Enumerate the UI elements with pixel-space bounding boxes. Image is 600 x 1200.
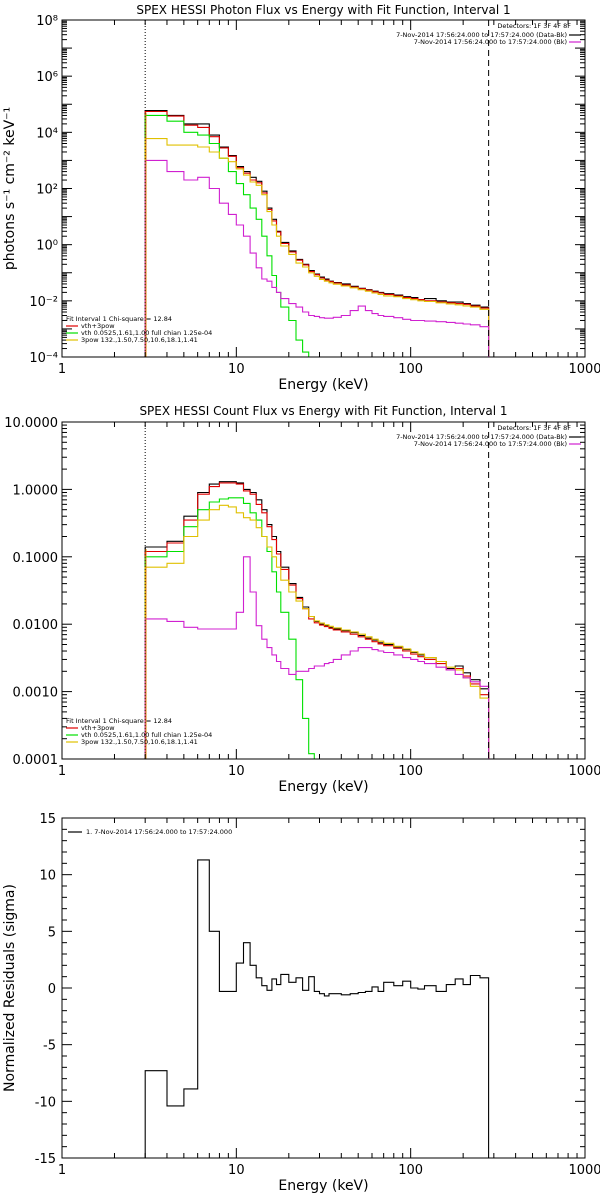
panel-1: SPEX HESSI Photon Flux vs Energy with Fi… (2, 3, 600, 393)
legend-entry-text: 7-Nov-2014 17:56:24.000 to 17:57:24.000 … (414, 440, 567, 448)
y-tick-label: -5 (43, 1039, 56, 1054)
y-tick-label: 15 (39, 812, 56, 827)
x-axis-label: Energy (keV) (278, 1178, 368, 1194)
legend-text: 1. 7-Nov-2014 17:56:24.000 to 17:57:24.0… (86, 828, 232, 836)
y-tick-label: 10⁰ (36, 239, 58, 254)
series-black (144, 481, 490, 759)
y-tick-label: -15 (35, 1152, 56, 1167)
x-tick-label: 1 (58, 1163, 66, 1178)
x-tick-label: 1000 (568, 362, 600, 377)
panel-3: 1 10 100 1000 Energy (keV) -15 -10 -5 0 5 10 15 Norm… (2, 812, 600, 1194)
y-tick-label: 10⁻² (29, 295, 58, 310)
x-tick-label: 1 (58, 362, 66, 377)
x-tick-label: 1000 (568, 764, 600, 779)
series-green (144, 497, 489, 759)
y-tick-label: 0 (48, 982, 56, 997)
legend-fit-text: vth 0.0525,1.61,1.00 full chian 1.25e-04 (81, 329, 212, 337)
legend-fit-text: 3pow 132.,1.50,7.50,10.6,18.1,1.41 (81, 738, 198, 746)
y-tick-label: 10⁴ (36, 126, 58, 141)
plot-frame (61, 421, 586, 760)
legend-detectors: Detectors: 1F 3F 4F 8F (497, 424, 571, 432)
y-tick-label: 0.0001 (13, 753, 59, 768)
x-tick-label: 1000 (568, 1163, 600, 1178)
x-axis-label: Energy (keV) (278, 377, 368, 393)
y-tick-label: -10 (35, 1095, 56, 1110)
legend-fit-header: Fit Interval 1 Chi-square = 12.84 (66, 315, 172, 323)
series-yellow (144, 504, 490, 759)
y-tick-label: 10⁶ (36, 70, 58, 85)
legend-entry-text: 7-Nov-2014 17:56:24.000 to 17:57:24.000 … (396, 433, 567, 441)
x-tick-label: 10 (228, 362, 245, 377)
x-axis-label: Energy (keV) (278, 779, 368, 795)
legend-entry-text: 7-Nov-2014 17:56:24.000 to 17:57:24.000 … (396, 31, 567, 39)
series-group (144, 859, 490, 1158)
y-tick-label: 10 (39, 869, 56, 884)
y-tick-label: 10⁸ (36, 14, 58, 29)
legend-detectors: Detectors: 1F 3F 4F 8F (497, 22, 571, 30)
series-black (144, 859, 490, 1158)
panel-2: SPEX HESSI Count Flux vs Energy with Fit… (4, 404, 600, 795)
legend-fit-text: 3pow 132.,1.50,7.50,10.6,18.1,1.41 (81, 336, 198, 344)
chart-title: SPEX HESSI Photon Flux vs Energy with Fi… (136, 3, 510, 17)
series-group (144, 481, 490, 759)
y-tick-label: 10⁻⁴ (29, 351, 58, 366)
series-black (144, 109, 490, 357)
x-tick-label: 10 (228, 1163, 245, 1178)
series-group (144, 109, 490, 357)
series-green (144, 114, 489, 357)
series-yellow (144, 138, 490, 357)
legend-fit-text: vth+3pow (81, 724, 115, 732)
legend-fit-text: vth+3pow (81, 322, 115, 330)
y-tick-label: 0.0010 (13, 686, 59, 701)
x-tick-label: 10 (228, 764, 245, 779)
y-axis-label: Normalized Residuals (sigma) (2, 884, 18, 1092)
x-tick-label: 100 (398, 362, 423, 377)
legend-entry-text: 7-Nov-2014 17:56:24.000 to 17:57:24.000 … (414, 38, 567, 46)
y-tick-label: 0.0100 (13, 618, 59, 633)
y-tick-label: 5 (48, 925, 56, 940)
x-tick-label: 1 (58, 764, 66, 779)
x-tick-label: 100 (398, 764, 423, 779)
y-tick-label: 10.0000 (4, 416, 58, 431)
series-magenta (144, 556, 490, 759)
series-magenta (144, 159, 490, 357)
x-tick-label: 100 (398, 1163, 423, 1178)
plot-frame (61, 19, 586, 358)
y-tick-label: 10² (36, 183, 58, 198)
y-tick-label: 1.0000 (13, 483, 59, 498)
y-tick-label: 0.1000 (13, 551, 59, 566)
y-axis-label: photons s⁻¹ cm⁻² keV⁻¹ (2, 107, 18, 270)
legend-fit-header: Fit Interval 1 Chi-square = 12.84 (66, 717, 172, 725)
chart-title: SPEX HESSI Count Flux vs Energy with Fit… (139, 404, 507, 418)
series-red (144, 110, 490, 357)
plot-frame (61, 817, 586, 1159)
legend-fit-text: vth 0.0525,1.61,1.00 full chian 1.25e-04 (81, 731, 212, 739)
